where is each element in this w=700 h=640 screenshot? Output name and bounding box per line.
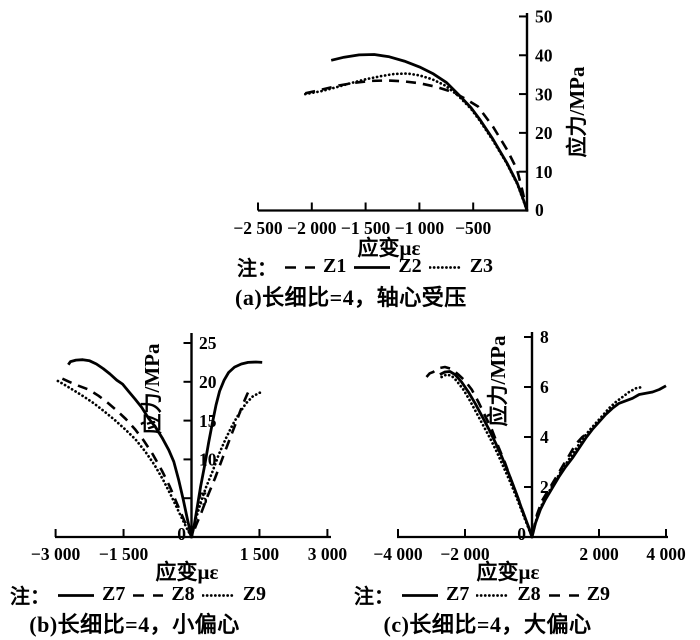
y-tick-label: 0 — [517, 524, 526, 544]
x-tick-label: 4 000 — [646, 544, 686, 564]
legend-label-Z7: Z7 — [102, 583, 126, 605]
y-tick-label: 6 — [540, 377, 549, 397]
legend-label-Z9: Z9 — [586, 583, 611, 605]
x-tick-label: −4 000 — [373, 544, 423, 564]
legend-label-Z9: Z9 — [242, 583, 267, 605]
legend-label-Z3: Z3 — [469, 255, 494, 277]
solid-line-sample — [58, 593, 94, 597]
chart-a-legend-note: 注： — [237, 258, 277, 280]
chart-a-legend: 注： Z1 Z2 Z3 — [237, 252, 493, 281]
y-tick-label: 20 — [535, 123, 553, 143]
x-tick-label: 1 500 — [240, 544, 280, 564]
chart-c-y-axis-label: 应力/MPa — [486, 335, 510, 427]
y-tick-label: 4 — [540, 427, 549, 447]
chart-c-legend: 注： Z7 Z8 Z9 — [354, 580, 610, 609]
dotted-line-sample — [201, 593, 236, 597]
series-Z8 — [61, 377, 253, 539]
legend-label-Z8: Z8 — [171, 583, 195, 605]
chart-a-y-axis-label: 应力/MPa — [565, 66, 589, 158]
chart-b-caption: (b)长细比=4，小偏心 — [29, 612, 240, 637]
series-Z1 — [305, 79, 529, 211]
chart-c-legend-note: 注： — [354, 586, 394, 608]
y-tick-label: 30 — [535, 84, 553, 104]
y-tick-label: 8 — [540, 327, 549, 347]
dashed-line-sample — [285, 265, 315, 269]
x-tick-label: −1 500 — [99, 544, 149, 564]
x-tick-label: −2 000 — [440, 544, 490, 564]
dashed-line-sample — [548, 593, 579, 597]
y-tick-label: 40 — [535, 45, 553, 65]
x-tick-label: −1 500 — [341, 218, 391, 238]
chart-b-legend-note: 注： — [10, 586, 50, 608]
chart-c-x-axis-label: 应变με — [476, 560, 540, 584]
chart-c-caption: (c)长细比=4，大偏心 — [383, 612, 592, 637]
chart-c-plot: 0 2 4 6 8 −4 000 −2 000 2 000 4 000 — [373, 327, 686, 564]
solid-line-sample — [402, 593, 438, 597]
solid-line-sample — [354, 265, 391, 269]
series-Z8 — [440, 373, 644, 539]
legend-label-Z8: Z8 — [517, 583, 541, 605]
series-Z9 — [425, 365, 587, 539]
dotted-line-sample — [428, 265, 463, 269]
x-tick-label: 2 000 — [579, 544, 619, 564]
chart-a-caption: (a)长细比=4，轴心受压 — [235, 285, 467, 310]
chart-b-x-axis-label: 应变με — [155, 560, 219, 584]
y-tick-label: 20 — [199, 372, 217, 392]
x-tick-label: −2 500 — [233, 218, 283, 238]
legend-label-Z1: Z1 — [323, 255, 347, 277]
y-tick-label: 0 — [535, 200, 544, 220]
y-tick-label: 0 — [177, 524, 186, 544]
x-tick-label: 3 000 — [308, 544, 348, 564]
legend-label-Z2: Z2 — [398, 255, 422, 277]
chart-a-plot: 0 10 20 30 40 50 −2 500 −2 000 −1 500 −1 000 −500 — [233, 7, 552, 238]
chart-b-legend: 注： Z7 Z8 Z9 — [10, 580, 266, 609]
dashed-line-sample — [133, 593, 164, 597]
legend-label-Z7: Z7 — [446, 583, 470, 605]
series-Z9 — [56, 379, 265, 539]
dotted-line-sample — [476, 593, 511, 597]
y-tick-label: 50 — [535, 7, 553, 27]
y-tick-label: 5 — [199, 488, 208, 508]
x-tick-label: −2 000 — [287, 218, 337, 238]
y-tick-label: 2 — [540, 477, 549, 497]
series-Z7 — [67, 358, 263, 539]
x-tick-label: −1 000 — [395, 218, 445, 238]
chart-b-y-axis-label: 应力/MPa — [140, 343, 164, 435]
x-tick-label: −3 000 — [31, 544, 81, 564]
series-Z7 — [439, 370, 667, 539]
series-Z3 — [303, 72, 529, 212]
y-tick-label: 25 — [199, 333, 217, 353]
chart-a-x-axis-label: 应变με — [357, 236, 421, 260]
x-tick-label: −500 — [455, 218, 491, 238]
y-tick-label: 10 — [535, 162, 553, 182]
